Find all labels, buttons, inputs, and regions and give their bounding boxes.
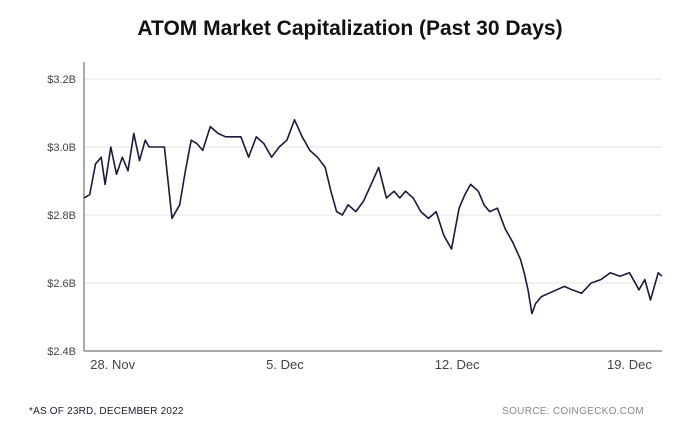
y-tick-label-2: $2.8B [47,210,76,222]
source-credit: SOURCE: COINGECKO.COM [502,406,644,417]
x-tick-label-1: 5. Dec [266,357,304,372]
chart-title: ATOM Market Capitalization (Past 30 Days… [137,17,563,40]
y-tick-label-4: $2.4B [47,346,76,358]
y-tick-label-0: $3.2B [47,74,76,86]
footnote: *AS OF 23RD, DECEMBER 2022 [29,406,184,417]
x-tick-label-0: 28. Nov [90,357,135,372]
x-tick-label-2: 12. Dec [435,357,480,372]
y-tick-label-1: $3.0B [47,142,76,154]
x-tick-label-3: 19. Dec [607,357,652,372]
series-line-0 [83,119,663,315]
y-tick-label-3: $2.6B [47,278,76,290]
